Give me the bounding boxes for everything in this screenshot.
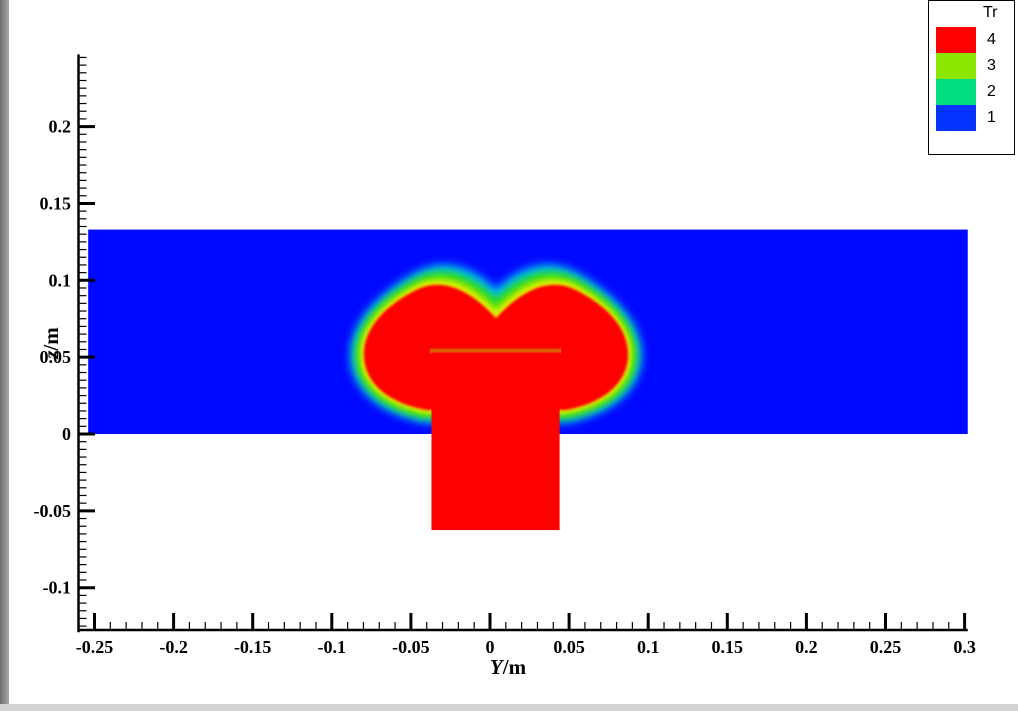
x-tick-label: 0.25 (870, 637, 902, 657)
legend-color-swatch (936, 79, 976, 105)
x-tick-label: -0.2 (159, 637, 188, 657)
legend-entry: 3 (936, 53, 996, 79)
legend-color-swatch (936, 105, 976, 131)
colorbar-legend: Tr 4 3 2 1 (928, 0, 1015, 155)
legend-title: Tr (983, 4, 998, 21)
y-tick-label: 0 (62, 424, 71, 444)
x-tick-labels: -0.25 -0.2 -0.15 -0.1 -0.05 0 0.05 0.1 0.15 0.2 0.… (76, 637, 976, 657)
y-tick-label: 0.15 (40, 193, 72, 213)
jet-column-exit-line (429, 348, 562, 354)
x-tick-label: -0.25 (76, 637, 114, 657)
y-tick-labels: -0.1 -0.05 0 0.05 0.1 0.15 0.2 (34, 117, 72, 598)
x-tick-label: 0.05 (553, 637, 585, 657)
y-tick-label: -0.05 (34, 501, 72, 521)
x-tick-label: 0.3 (953, 637, 976, 657)
x-tick-label: 0.1 (637, 637, 660, 657)
window-left-edge (0, 0, 9, 711)
y-tick-label: -0.1 (43, 578, 72, 598)
x-tick-label: -0.1 (318, 637, 347, 657)
x-tick-label: 0.15 (712, 637, 744, 657)
y-axis (77, 54, 95, 633)
legend-color-swatch (936, 53, 976, 79)
x-tick-label: -0.15 (234, 637, 272, 657)
legend-entry: 1 (936, 105, 996, 131)
y-tick-label: 0.05 (40, 347, 72, 367)
jet-plume (350, 264, 642, 423)
x-tick-label: 0.2 (795, 637, 818, 657)
legend-level-label: 1 (987, 109, 996, 126)
x-axis-title: Y/m (490, 655, 527, 679)
x-tick-label: -0.05 (392, 637, 430, 657)
legend-rows: 4 3 2 1 (936, 27, 996, 131)
y-tick-label: 0.1 (49, 270, 72, 290)
y-tick-label: 0.2 (49, 117, 72, 137)
x-axis (78, 613, 968, 632)
window-bottom-edge (0, 704, 1018, 711)
legend-entry: 2 (936, 79, 996, 105)
y-axis-title: z/m (39, 327, 63, 360)
jet-column (431, 352, 560, 531)
legend-entry: 4 (936, 27, 996, 53)
legend-level-label: 3 (987, 57, 996, 74)
legend-color-swatch (936, 27, 976, 53)
legend-level-label: 4 (987, 31, 996, 48)
x-tick-label: 0 (486, 637, 495, 657)
legend-level-label: 2 (987, 83, 996, 100)
